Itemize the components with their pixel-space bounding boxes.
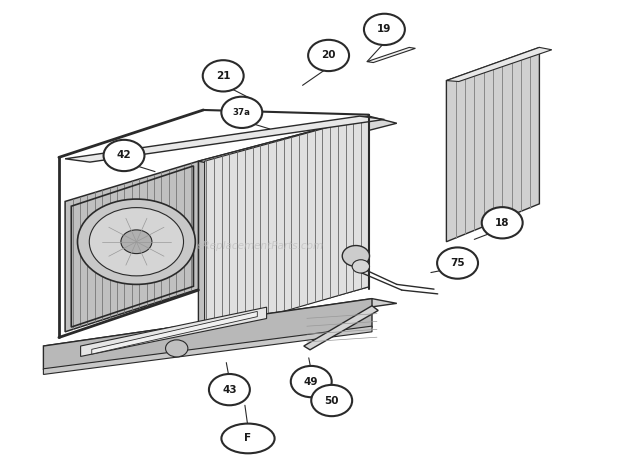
Text: 19: 19 <box>377 24 392 35</box>
Circle shape <box>209 374 250 405</box>
Polygon shape <box>367 47 415 63</box>
Circle shape <box>352 260 370 273</box>
Polygon shape <box>65 161 198 332</box>
Circle shape <box>121 230 152 254</box>
Text: F: F <box>244 433 252 444</box>
Circle shape <box>221 97 262 128</box>
Polygon shape <box>43 299 397 350</box>
Circle shape <box>437 247 478 279</box>
Circle shape <box>364 14 405 45</box>
Polygon shape <box>304 306 378 350</box>
Text: 37a: 37a <box>233 108 250 117</box>
Circle shape <box>203 60 244 91</box>
Circle shape <box>166 340 188 357</box>
Circle shape <box>342 246 370 266</box>
Ellipse shape <box>78 199 195 284</box>
Polygon shape <box>446 47 552 82</box>
Circle shape <box>104 140 144 171</box>
Polygon shape <box>198 116 397 167</box>
Polygon shape <box>65 116 384 162</box>
Text: 42: 42 <box>117 150 131 161</box>
Text: 18: 18 <box>495 218 510 228</box>
Polygon shape <box>446 47 539 242</box>
Text: 43: 43 <box>222 384 237 395</box>
Ellipse shape <box>89 208 184 276</box>
Circle shape <box>482 207 523 238</box>
Polygon shape <box>92 311 257 354</box>
Polygon shape <box>43 299 372 370</box>
Text: 75: 75 <box>450 258 465 268</box>
Circle shape <box>308 40 349 71</box>
Text: 49: 49 <box>304 376 319 387</box>
Ellipse shape <box>221 424 275 453</box>
Polygon shape <box>205 116 369 334</box>
Text: 21: 21 <box>216 71 231 81</box>
Polygon shape <box>81 307 267 356</box>
Circle shape <box>291 366 332 397</box>
Polygon shape <box>43 326 372 374</box>
Circle shape <box>311 385 352 416</box>
Text: eReplacementParts.com: eReplacementParts.com <box>197 241 324 252</box>
Polygon shape <box>198 116 369 334</box>
Text: 50: 50 <box>324 395 339 406</box>
Text: 20: 20 <box>321 50 336 61</box>
